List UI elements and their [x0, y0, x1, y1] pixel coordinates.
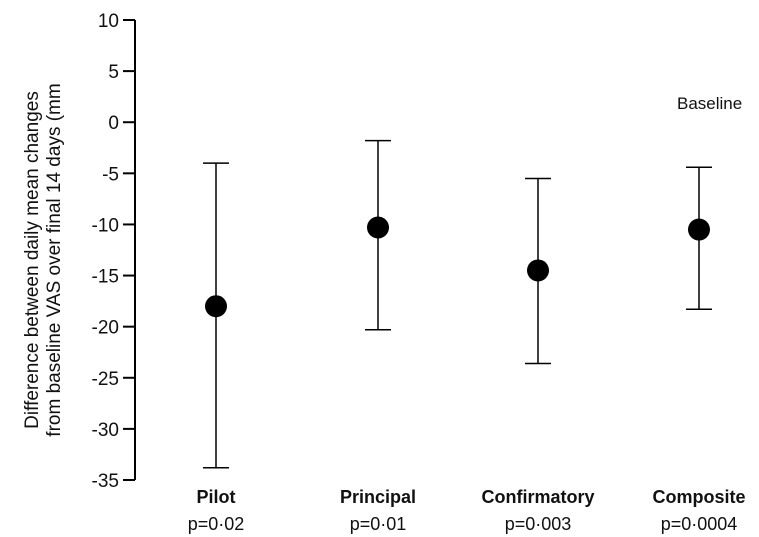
y-axis-title: Difference between daily mean changes fr…: [22, 83, 65, 436]
category-label-0: Pilot: [197, 487, 236, 507]
y-tick-label-8: -30: [92, 420, 119, 441]
reference-label: Baseline: [677, 94, 742, 113]
p-value-label-0: p=0·02: [188, 514, 245, 534]
y-tick-label-6: -20: [92, 318, 119, 339]
category-label-2: Confirmatory: [481, 487, 594, 507]
y-axis: 10 5 0 -5 -10 -15 -20 -25 -30 -35: [92, 11, 136, 492]
category-label-3: Composite: [652, 487, 745, 507]
error-bars: [203, 139, 712, 469]
x-category-labels: Pilot p=0·02 Principal p=0·01 Confirmatory p=…: [188, 487, 746, 534]
data-point-0: [205, 295, 227, 318]
y-tick-label-5: -15: [92, 267, 119, 288]
y-tick-label-1: 5: [108, 62, 119, 83]
data-point-3: [688, 218, 710, 241]
y-tick-label-7: -25: [92, 369, 119, 390]
y-axis-title-line2: from baseline VAS over final 14 days (mm: [44, 83, 65, 436]
data-point-1: [367, 216, 389, 239]
y-tick-label-2: 0: [108, 113, 119, 134]
p-value-label-1: p=0·01: [350, 514, 407, 534]
data-point-2: [527, 259, 549, 282]
data-points: [205, 216, 710, 318]
y-tick-label-3: -5: [102, 164, 119, 185]
p-value-label-2: p=0·003: [505, 514, 572, 534]
y-tick-label-0: 10: [98, 11, 119, 32]
y-axis-title-line1: Difference between daily mean changes: [22, 91, 43, 429]
y-tick-label-9: -35: [92, 471, 119, 492]
p-value-label-3: p=0·0004: [661, 514, 738, 534]
y-tick-label-4: -10: [92, 215, 119, 236]
category-label-1: Principal: [340, 487, 416, 507]
